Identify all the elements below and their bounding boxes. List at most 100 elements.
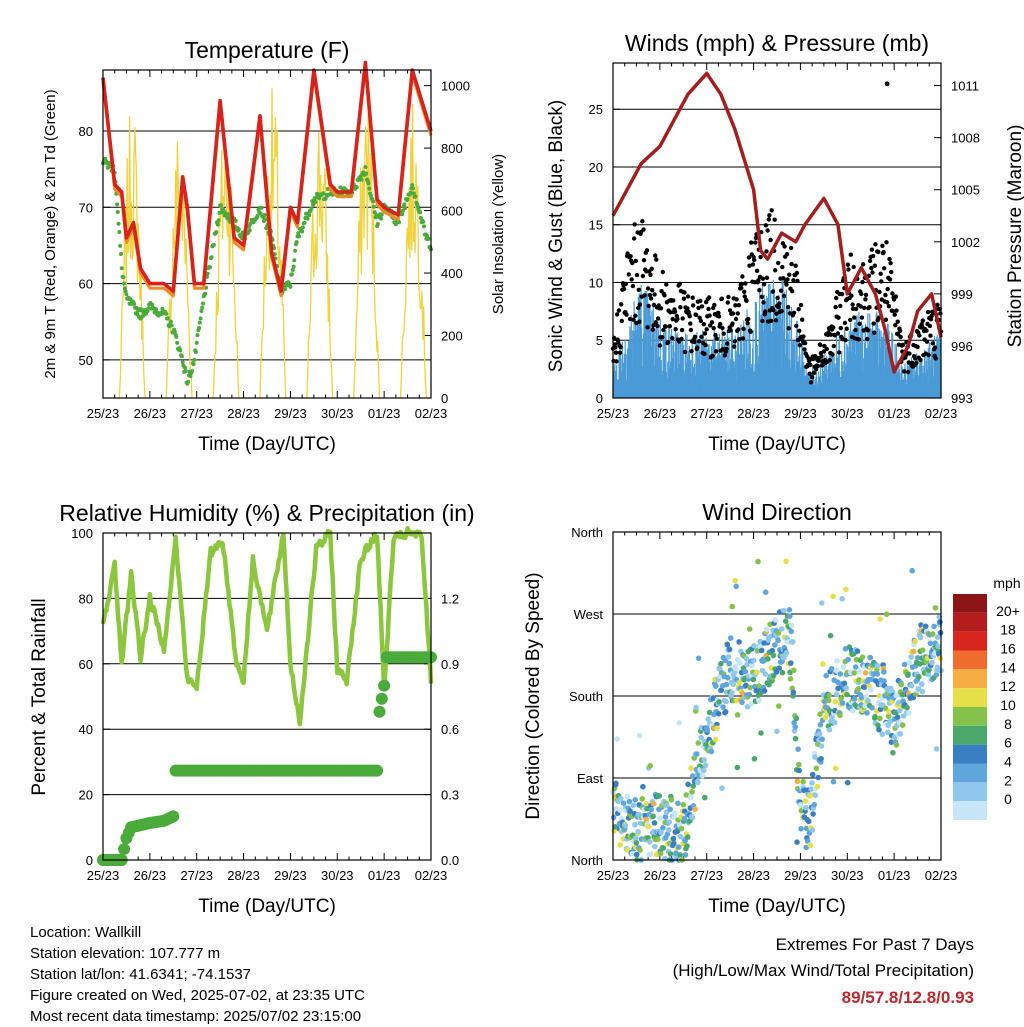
gust-point [801,334,806,339]
max-gust-point [884,81,890,87]
direction-point [798,826,804,832]
gust-point [722,353,728,358]
direction-point [786,607,793,613]
colorbar-swatch [953,631,987,651]
gust-point [886,304,892,309]
gust-point [692,339,697,345]
direction-point [708,748,715,755]
dewpoint-point [292,258,297,263]
gust-point [718,321,723,327]
humidity-xtick-label: 30/23 [321,868,354,883]
gust-point [730,321,735,326]
temperature-xtick-label: 02/23 [415,406,448,421]
direction-point [632,835,639,841]
direction-point [776,703,782,709]
temperature-xtick-label: 25/23 [87,406,120,421]
direction-point [783,649,790,656]
direction-point [742,668,749,675]
direction-point [823,672,829,679]
gust-point [827,358,832,363]
dewpoint-point [297,234,301,239]
direction-point [919,688,926,695]
temperature-ytick-label: 80 [79,124,93,139]
direction-point [750,676,757,683]
gust-point [633,258,638,264]
direction-point [867,654,874,661]
direction-point [726,646,733,653]
direction-point [885,713,892,720]
gust-point [924,328,929,333]
gust-point [907,351,912,356]
gust-point [757,288,762,293]
gust-point [933,356,938,361]
gust-point [797,343,802,348]
direction-point [746,691,753,698]
gust-point [739,285,744,291]
direction-point [795,746,801,752]
gust-point [814,367,819,372]
gust-point [725,300,730,305]
direction-point [783,558,789,565]
direction-point [718,687,724,693]
gust-point [627,316,633,322]
dewpoint-point [165,316,170,321]
direction-point [725,654,732,660]
gust-point [739,281,745,287]
gust-point [791,278,796,283]
dewpoint-point [359,177,364,182]
winds-ytick-label: 20 [589,160,603,175]
gust-point [617,350,623,355]
dewpoint-point [372,204,376,209]
direction-point [632,797,638,803]
humidity-xtick-label: 02/23 [415,868,448,883]
dewpoint-point [174,334,179,339]
dewpoint-point [403,206,408,211]
direction-point [832,698,839,705]
dewpoint-point [294,240,299,245]
gust-point [796,307,801,312]
gust-point [768,318,774,323]
direction-point [909,567,915,574]
dewpoint-point [263,217,268,222]
precip-point [167,810,180,823]
direction-point [897,731,903,737]
gust-point [654,257,659,262]
dewpoint-point [172,329,177,334]
direction-point [787,676,794,682]
dewpoint-point [302,220,307,225]
gust-point [791,310,797,315]
winds-xtick-label: 27/23 [690,406,723,421]
direction-point [819,736,825,742]
winds-ytick-label: 0 [596,391,603,406]
winds-ytick-right-label: 1005 [951,183,980,198]
dewpoint-point [117,230,122,234]
humidity-xtick-label: 28/23 [227,868,260,883]
direction-point [647,851,654,857]
direction-point [695,779,701,786]
gust-point [788,245,794,251]
direction-point [794,778,801,785]
direction-point [640,783,646,790]
direction-point [674,828,681,834]
direction-point [897,707,903,714]
direction-point [841,680,848,687]
direction-point [650,813,656,820]
dewpoint-point [215,222,220,227]
direction-point [644,805,650,812]
direction-point [770,652,777,659]
dewpoint-point [214,230,219,235]
direction-point [809,780,815,786]
direction-point [749,662,755,669]
direction-point [826,692,832,699]
gust-point [645,286,651,291]
direction-point [695,655,702,662]
direction-point [629,850,636,857]
direction-point [637,847,643,853]
gust-point [917,333,922,338]
direction-point [676,720,683,726]
gust-point [793,263,798,268]
gust-point [772,217,777,222]
gust-point [780,264,785,270]
gust-point [802,347,807,352]
direction-point [675,800,681,807]
